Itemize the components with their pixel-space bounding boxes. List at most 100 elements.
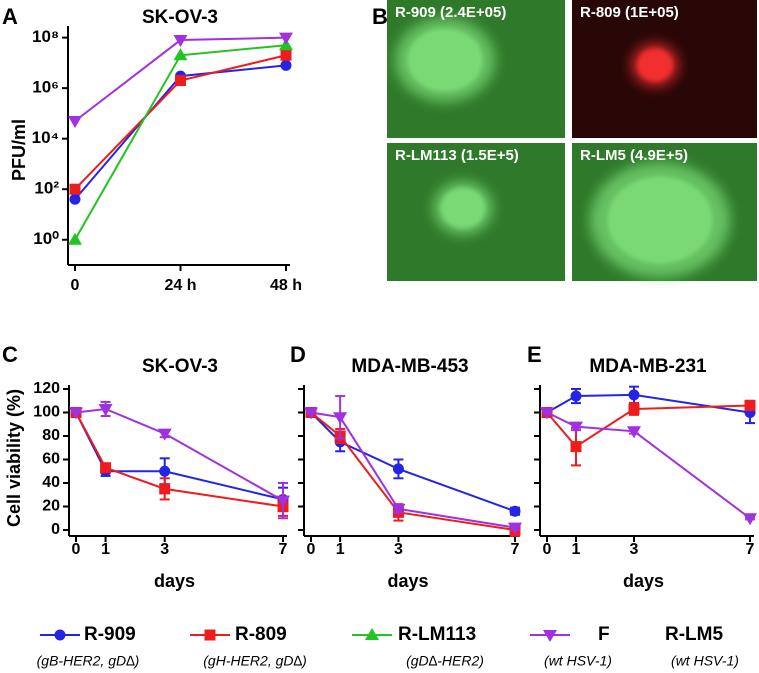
- y-tick-label: 10⁰: [33, 229, 59, 248]
- data-point: [304, 407, 318, 420]
- plaque: [407, 28, 483, 92]
- plaque: [637, 48, 673, 82]
- data-point: [68, 232, 82, 245]
- x-tick-label: 3: [394, 541, 403, 558]
- data-point: [569, 421, 583, 434]
- x-axis-label: days: [154, 571, 195, 591]
- series-line: [546, 393, 751, 414]
- legend-marker: [365, 628, 379, 640]
- data-point: [540, 407, 554, 420]
- legend-note: (gD∆-HER2): [406, 653, 484, 669]
- data-point: [159, 465, 171, 477]
- y-tick-label: 120: [33, 380, 60, 397]
- legend-name: R-909: [84, 624, 136, 645]
- data-point: [157, 428, 172, 441]
- x-tick-label: 3: [630, 541, 639, 558]
- x-tick-label: 1: [336, 541, 345, 558]
- y-tick-label: 10⁸: [32, 27, 59, 46]
- data-point: [508, 522, 522, 535]
- series-line: [75, 412, 284, 501]
- chart-title: MDA-MB-453: [351, 356, 468, 377]
- chart-title: SK-OV-3: [142, 356, 218, 377]
- data-point: [98, 403, 113, 416]
- data-point: [509, 505, 521, 517]
- legend-note: (gB-HER2, gD∆): [37, 653, 140, 669]
- legend-note: (wt HSV-1): [671, 653, 739, 669]
- chart-title: MDA-MB-231: [589, 356, 707, 377]
- x-tick-label: 7: [746, 541, 755, 558]
- data-point: [173, 35, 188, 48]
- data-point: [628, 389, 640, 401]
- data-point: [173, 48, 188, 61]
- data-point: [276, 495, 290, 508]
- x-tick-label: 0: [71, 277, 80, 294]
- y-tick-label: 10⁴: [32, 128, 59, 147]
- series-line: [310, 411, 516, 513]
- data-point: [69, 407, 83, 420]
- x-tick-label: 48 h: [270, 277, 302, 294]
- legend-marker: [543, 630, 557, 642]
- data-point: [100, 462, 112, 474]
- y-tick-label: 40: [42, 474, 60, 491]
- series-line: [75, 407, 284, 502]
- image-label: R-LM113 (1.5E+5): [395, 147, 519, 164]
- x-tick-label: 24 h: [164, 277, 196, 294]
- chart-title: SK-OV-3: [142, 7, 218, 28]
- data-point: [628, 403, 640, 415]
- series-line: [546, 411, 751, 520]
- data-point: [69, 193, 81, 205]
- legend-name: R-LM113: [398, 624, 476, 645]
- y-tick-label: 20: [42, 498, 60, 515]
- y-tick-label: 0: [51, 521, 60, 538]
- panel-letter: A: [2, 4, 18, 29]
- panel-letter: B: [372, 4, 388, 29]
- x-axis-label: days: [387, 571, 428, 591]
- y-tick-label: 10⁶: [32, 78, 59, 97]
- data-point: [744, 399, 756, 411]
- y-tick-label: 100: [33, 404, 60, 421]
- panel-letter: C: [2, 342, 18, 367]
- image-label: R-809 (1E+05): [580, 4, 679, 21]
- image-label: R-LM5 (4.9E+5): [580, 147, 688, 164]
- plaque: [607, 176, 713, 264]
- x-tick-label: 7: [279, 541, 288, 558]
- x-tick-label: 0: [307, 541, 316, 558]
- series-line: [546, 404, 751, 448]
- data-point: [570, 441, 582, 453]
- series-line: [310, 411, 516, 531]
- legend-name: R-809: [235, 624, 287, 645]
- data-point: [627, 426, 641, 439]
- x-tick-label: 1: [101, 541, 110, 558]
- y-tick-label: 10²: [34, 179, 59, 198]
- legend-marker: [54, 629, 66, 641]
- x-tick-label: 1: [572, 541, 581, 558]
- y-axis-label: PFU/ml: [9, 119, 29, 181]
- legend-marker: [204, 629, 216, 641]
- x-tick-label: 0: [72, 541, 81, 558]
- data-point: [69, 183, 81, 195]
- legend-note: (gH-HER2, gD∆): [203, 653, 306, 669]
- data-point: [280, 49, 292, 61]
- data-point: [68, 116, 82, 129]
- data-point: [743, 513, 757, 526]
- image-label: R-909 (2.4E+05): [395, 4, 506, 21]
- legend-note: (wt HSV-1): [544, 653, 612, 669]
- x-tick-label: 7: [511, 541, 520, 558]
- x-tick-label: 0: [543, 541, 552, 558]
- x-tick-label: 3: [160, 541, 169, 558]
- data-point: [333, 412, 348, 425]
- data-point: [392, 463, 404, 475]
- plaque: [440, 187, 486, 229]
- data-point: [280, 59, 292, 71]
- series-line: [310, 411, 516, 529]
- data-point: [279, 32, 293, 45]
- y-axis-label: Cell viability (%): [4, 389, 24, 527]
- legend-name: R-LM5: [665, 624, 723, 645]
- data-point: [159, 483, 171, 495]
- legend-name: F: [598, 624, 610, 645]
- series-line: [75, 412, 284, 508]
- panel-letter: D: [290, 342, 306, 367]
- panel-letter: E: [527, 342, 542, 367]
- data-point: [391, 503, 406, 516]
